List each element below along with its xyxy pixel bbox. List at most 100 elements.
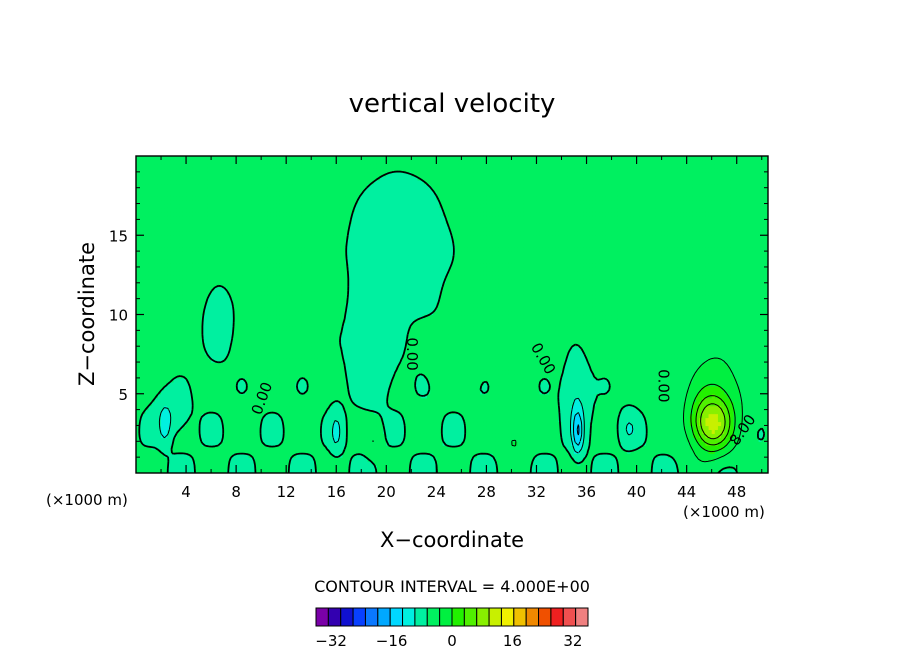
- field-cell: [192, 393, 197, 399]
- field-cell: [164, 235, 168, 240]
- field-cell: [157, 219, 162, 224]
- field-cell: [214, 247, 218, 252]
- field-cell: [195, 385, 200, 391]
- field-cell: [157, 445, 162, 450]
- field-cell: [182, 405, 187, 411]
- field-cell: [204, 199, 209, 205]
- field-cell: [173, 298, 178, 304]
- field-cell: [198, 266, 203, 272]
- field-cell: [207, 342, 212, 347]
- field-cell: [157, 270, 162, 276]
- field-cell: [211, 318, 215, 324]
- field-cell: [211, 274, 215, 280]
- field-cell: [192, 255, 197, 260]
- field-cell: [214, 441, 218, 446]
- field-cell: [154, 397, 159, 403]
- field-cell: [157, 306, 162, 312]
- field-cell: [195, 350, 200, 355]
- field-cell: [154, 231, 159, 236]
- field-cell: [167, 421, 172, 427]
- field-cell: [201, 219, 206, 224]
- field-cell: [136, 219, 140, 224]
- field-cell: [195, 239, 200, 244]
- field-cell: [164, 330, 168, 335]
- field-cell: [164, 167, 168, 173]
- field-cell: [164, 441, 168, 446]
- field-cell: [179, 465, 184, 470]
- field-cell: [211, 282, 215, 288]
- field-cell: [151, 259, 156, 264]
- field-cell: [157, 195, 162, 201]
- field-cell: [151, 322, 156, 327]
- field-cell: [164, 255, 168, 260]
- field-cell: [151, 286, 156, 292]
- field-cell: [214, 373, 218, 379]
- field-cell: [207, 282, 212, 288]
- field-cell: [211, 449, 215, 454]
- field-cell: [207, 318, 212, 324]
- field-cell: [142, 469, 146, 473]
- field-cell: [198, 278, 203, 284]
- field-cell: [195, 179, 200, 185]
- field-cell: [179, 318, 184, 324]
- field-cell: [170, 425, 175, 431]
- field-cell: [157, 179, 162, 185]
- field-cell: [214, 362, 218, 367]
- field-cell: [195, 159, 200, 165]
- field-cell: [139, 262, 143, 268]
- field-cell: [214, 449, 218, 454]
- field-cell: [211, 314, 215, 320]
- field-cell: [214, 469, 218, 473]
- field-cell: [148, 227, 153, 232]
- field-cell: [161, 330, 165, 335]
- field-cell: [145, 159, 150, 165]
- field-cell: [182, 239, 187, 244]
- field-cell: [204, 457, 209, 462]
- field-cell: [139, 405, 143, 411]
- field-cell: [189, 425, 193, 431]
- field-cell: [170, 262, 175, 268]
- field-cell: [201, 167, 206, 173]
- field-cell: [161, 362, 165, 367]
- field-cell: [170, 318, 175, 324]
- field-cell: [204, 326, 209, 331]
- field-cell: [164, 354, 168, 359]
- field-cell: [170, 191, 175, 197]
- field-cell: [182, 266, 187, 272]
- field-cell: [157, 453, 162, 458]
- field-cell: [195, 195, 200, 201]
- field-cell: [167, 397, 172, 403]
- field-cell: [189, 294, 193, 300]
- field-cell: [164, 179, 168, 185]
- field-cell: [198, 163, 203, 169]
- field-cell: [176, 441, 181, 446]
- field-cell: [151, 231, 156, 236]
- field-cell: [201, 449, 206, 454]
- field-cell: [201, 255, 206, 260]
- field-cell: [164, 278, 168, 284]
- field-cell: [148, 409, 153, 415]
- field-cell: [189, 235, 193, 240]
- field-cell: [139, 393, 143, 399]
- field-cell: [179, 183, 184, 189]
- field-cell: [161, 389, 165, 395]
- field-cell: [139, 334, 143, 339]
- field-cell: [151, 163, 156, 169]
- field-cell: [195, 338, 200, 343]
- field-cell: [142, 421, 146, 427]
- field-cell: [211, 255, 215, 260]
- field-cell: [164, 266, 168, 272]
- field-cell: [154, 179, 159, 185]
- field-cell: [189, 247, 193, 252]
- field-cell: [195, 314, 200, 320]
- field-cell: [207, 255, 212, 260]
- field-cell: [145, 239, 150, 244]
- field-cell: [145, 350, 150, 355]
- field-cell: [173, 270, 178, 276]
- field-cell: [139, 159, 143, 165]
- field-cell: [136, 381, 140, 387]
- field-cell: [176, 302, 181, 308]
- field-cell: [157, 362, 162, 367]
- field-cell: [207, 445, 212, 450]
- field-cell: [211, 298, 215, 304]
